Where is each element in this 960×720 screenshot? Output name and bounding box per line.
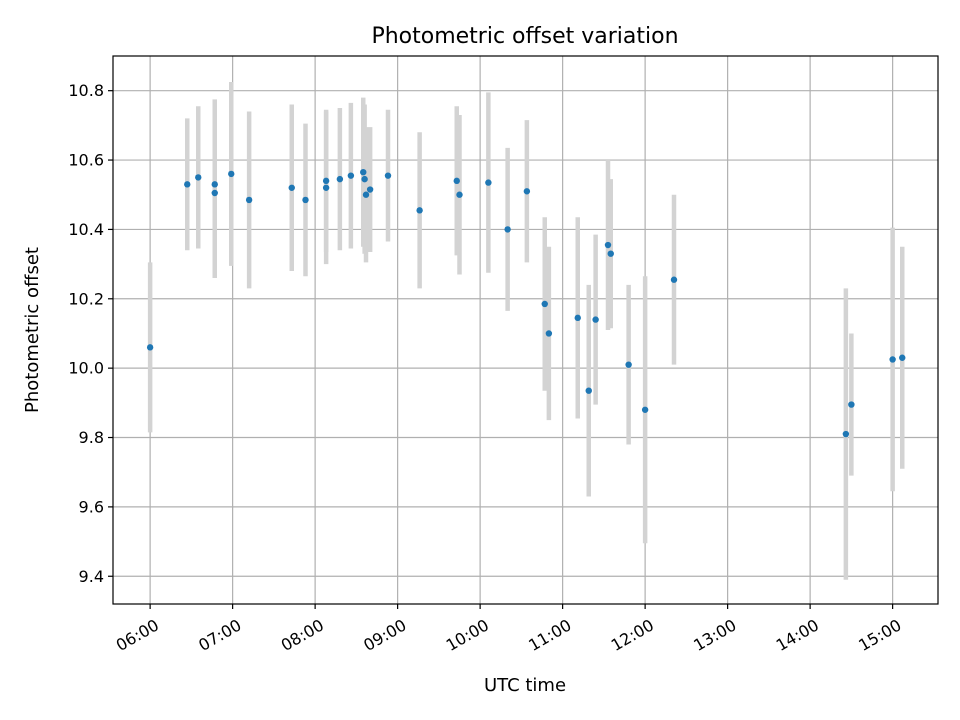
plot-area-frame xyxy=(112,55,939,605)
data-point xyxy=(336,175,344,183)
data-point xyxy=(195,174,202,181)
y-tick-label: 10.8 xyxy=(68,81,104,100)
data-point xyxy=(228,170,235,178)
y-tick-label: 9.4 xyxy=(79,567,104,586)
data-point xyxy=(361,175,368,183)
data-point xyxy=(453,177,460,185)
x-tick-label: 13:00 xyxy=(690,615,739,655)
data-point xyxy=(360,168,367,176)
x-axis-label: UTC time xyxy=(484,675,566,696)
data-point xyxy=(848,401,855,408)
data-point xyxy=(899,354,906,361)
data-point xyxy=(842,430,850,438)
data-point xyxy=(485,179,492,186)
data-point xyxy=(146,344,154,351)
x-tick-label: 10:00 xyxy=(443,615,492,655)
data-point xyxy=(641,406,649,413)
data-point xyxy=(211,189,218,197)
data-point xyxy=(322,177,330,185)
data-point xyxy=(625,361,632,368)
data-point xyxy=(592,316,599,323)
y-tick-label: 9.8 xyxy=(79,428,104,447)
x-tick-label: 07:00 xyxy=(195,615,244,655)
data-point xyxy=(604,241,612,249)
data-point xyxy=(184,181,191,188)
data-point xyxy=(347,172,355,179)
data-point xyxy=(416,207,423,214)
x-tick-label: 15:00 xyxy=(855,615,904,655)
y-tick-label: 10.0 xyxy=(68,359,104,378)
chart-title: Photometric offset variation xyxy=(371,24,678,49)
y-tick-label: 9.6 xyxy=(79,497,104,516)
data-point xyxy=(889,356,896,363)
x-tick-label: 14:00 xyxy=(773,615,822,655)
x-tick-label: 09:00 xyxy=(360,615,409,655)
x-tick-label: 12:00 xyxy=(608,615,657,655)
y-axis-ticks: 9.4 9.6 9.8 10.0 10.2 10.4 10.6 10.8 xyxy=(68,81,113,586)
data-point xyxy=(541,300,548,308)
data-point xyxy=(670,276,678,283)
data-point xyxy=(302,196,309,204)
data-point xyxy=(366,186,374,193)
x-axis-ticks: 06:00 07:00 08:00 09:00 10:00 11:00 12:00 13:00… xyxy=(113,604,905,655)
error-bars xyxy=(147,82,905,580)
x-tick-label: 08:00 xyxy=(278,615,327,655)
data-point xyxy=(585,387,592,394)
data-point xyxy=(456,191,463,198)
data-point xyxy=(245,196,253,204)
data-point xyxy=(523,188,531,195)
y-tick-label: 10.6 xyxy=(68,151,104,170)
data-point xyxy=(545,330,553,337)
data-point xyxy=(504,226,511,233)
data-point xyxy=(362,191,370,198)
y-axis-label: Photometric offset xyxy=(22,247,43,413)
data-point xyxy=(574,314,581,322)
data-point xyxy=(384,172,392,179)
y-tick-label: 10.4 xyxy=(68,220,104,239)
data-point xyxy=(322,184,330,191)
data-point xyxy=(211,181,218,188)
x-tick-label: 06:00 xyxy=(113,615,162,655)
data-points xyxy=(146,168,906,438)
x-tick-label: 11:00 xyxy=(525,615,574,655)
data-point xyxy=(288,184,295,191)
y-tick-label: 10.2 xyxy=(68,289,104,308)
data-point xyxy=(607,250,614,257)
